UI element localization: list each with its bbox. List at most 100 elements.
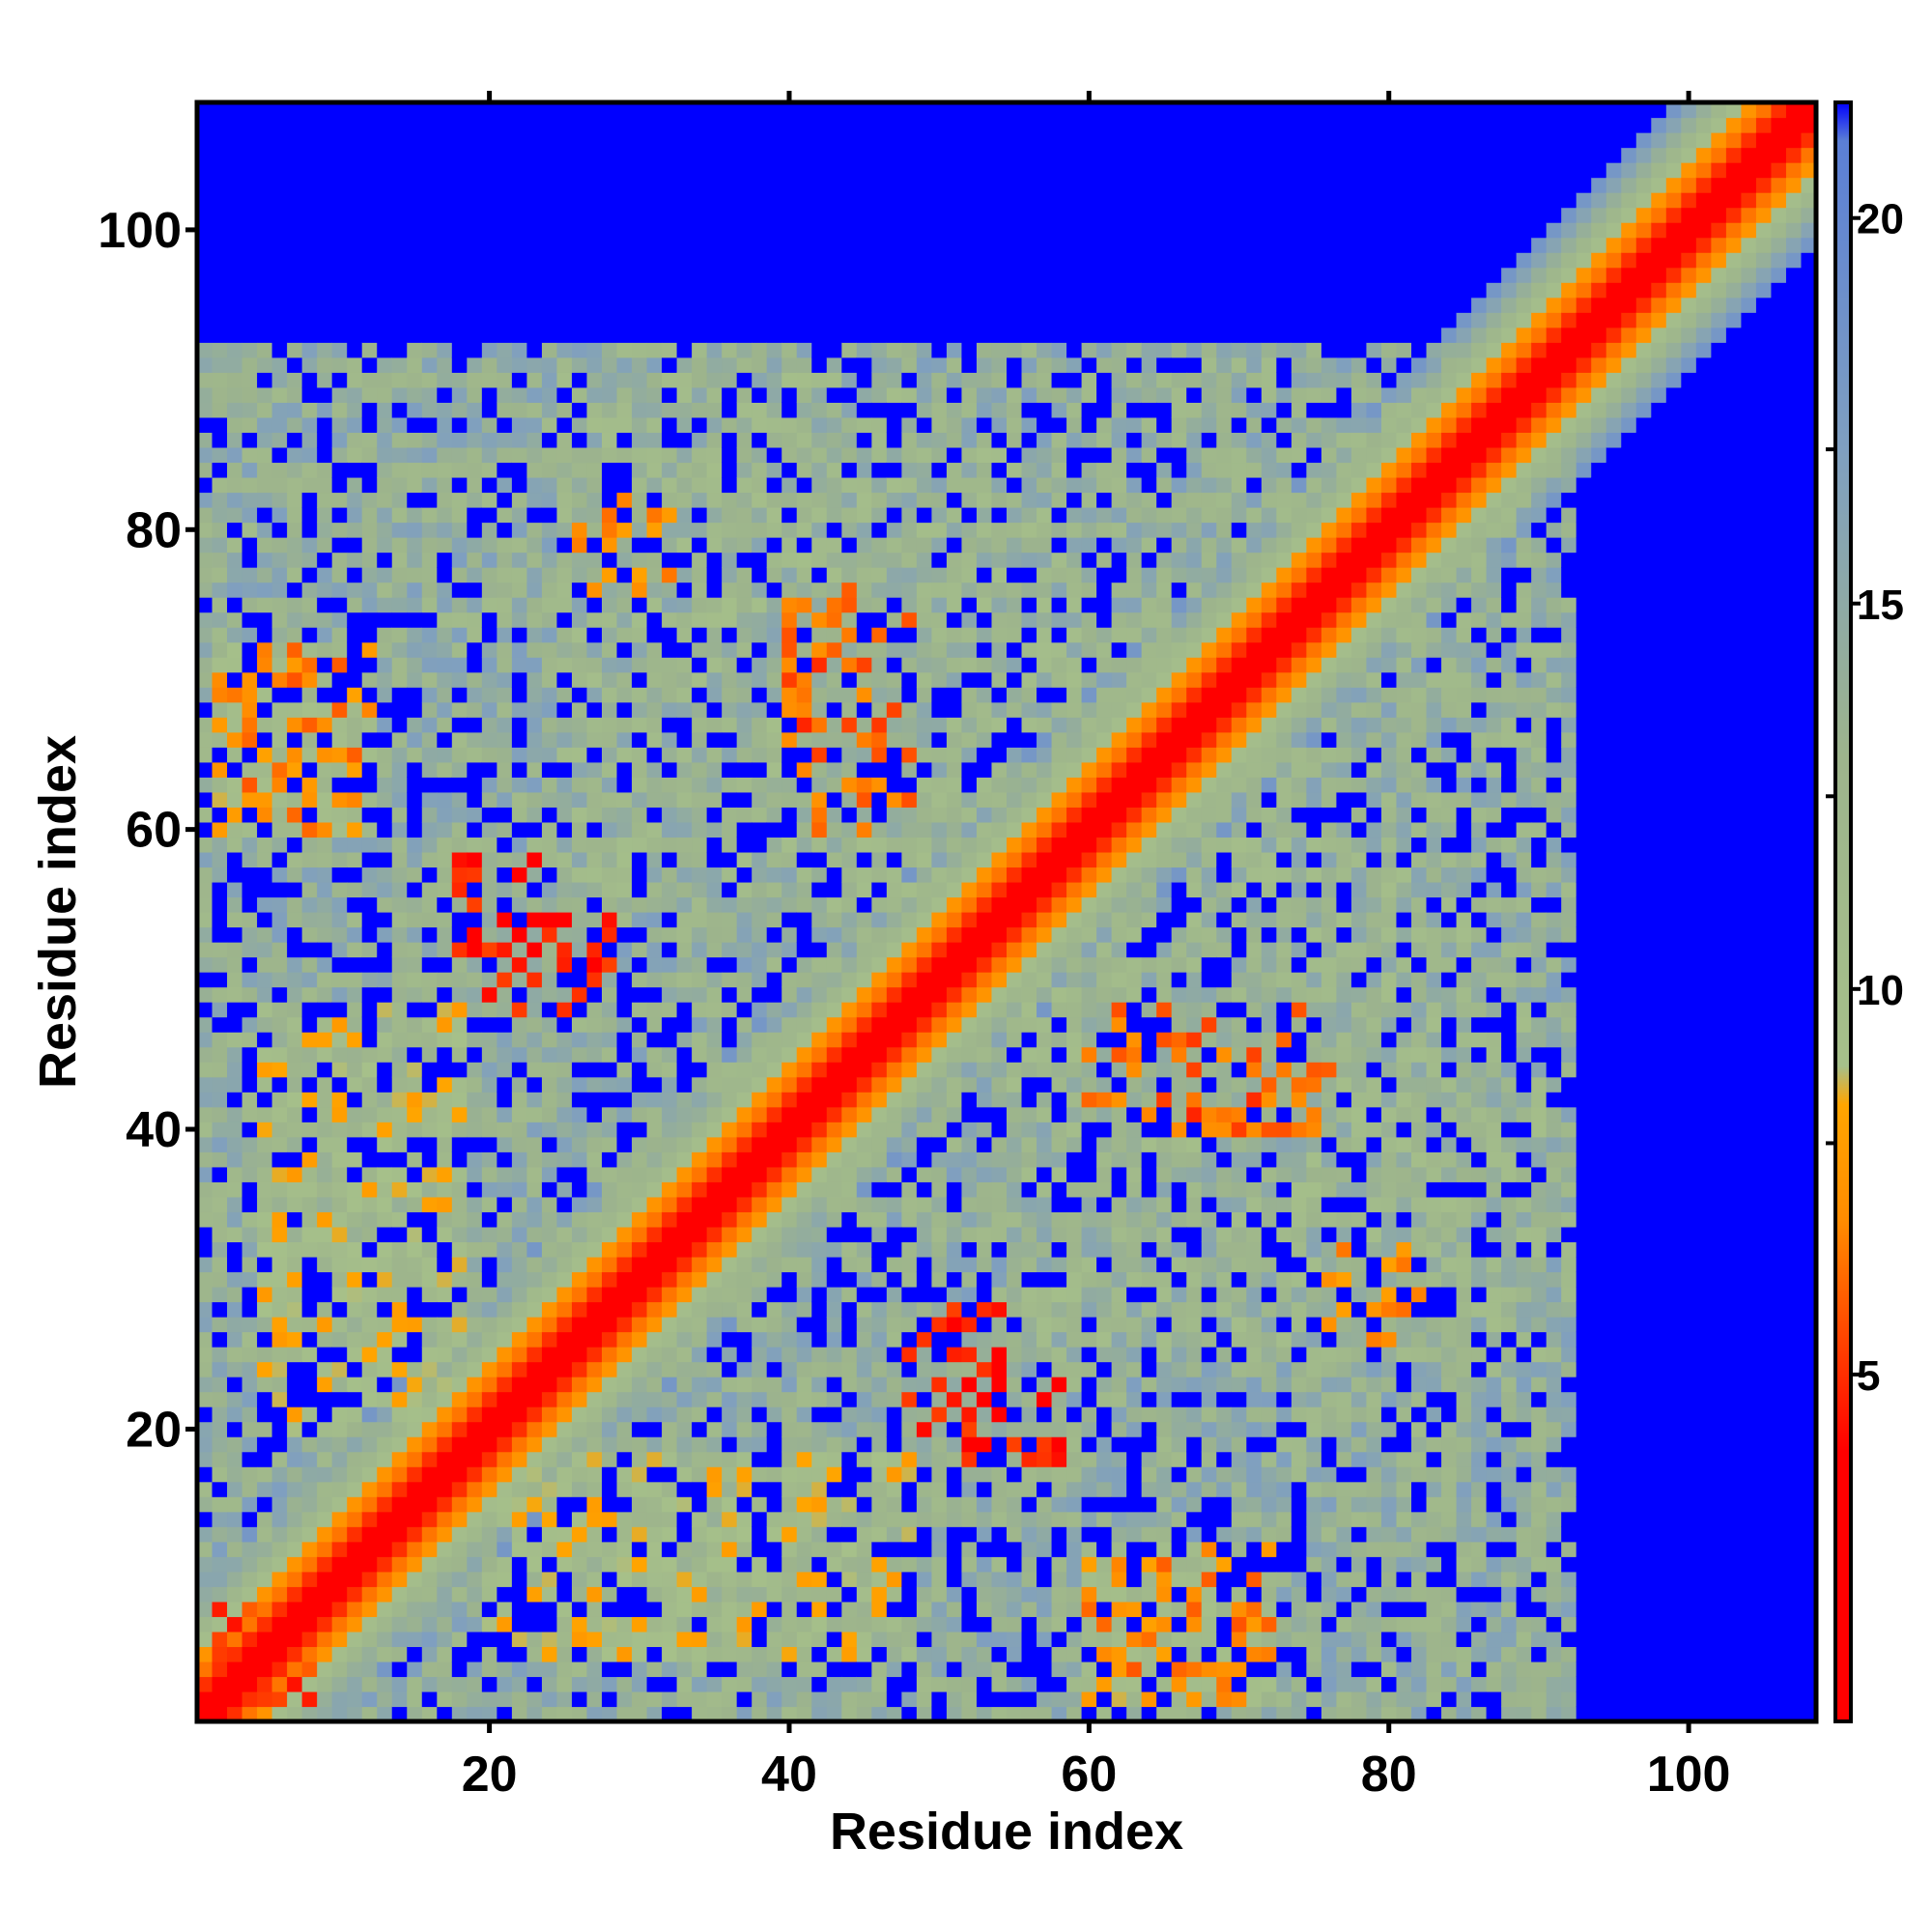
heatmap-cell xyxy=(541,1601,558,1617)
heatmap-cell xyxy=(676,851,693,868)
heatmap-cell xyxy=(361,162,378,179)
heatmap-cell xyxy=(391,237,408,253)
heatmap-cell xyxy=(511,627,528,643)
heatmap-cell xyxy=(526,687,543,703)
heatmap-cell xyxy=(541,132,558,149)
heatmap-cell xyxy=(437,1271,453,1288)
heatmap-cell xyxy=(257,761,273,778)
heatmap-cell xyxy=(407,342,423,358)
heatmap-cell xyxy=(391,1481,408,1497)
heatmap-cell xyxy=(752,1151,768,1168)
heatmap-cell xyxy=(287,402,303,418)
heatmap-cell xyxy=(646,356,663,373)
heatmap-cell xyxy=(676,162,693,179)
heatmap-cell xyxy=(692,1331,708,1348)
heatmap-cell xyxy=(736,1676,753,1692)
heatmap-cell xyxy=(331,1690,348,1708)
heatmap-cell xyxy=(541,641,558,658)
heatmap-cell xyxy=(301,416,318,434)
heatmap-cell xyxy=(541,1002,558,1018)
heatmap-cell xyxy=(676,1256,693,1273)
heatmap-cell xyxy=(796,1451,812,1467)
heatmap-cell xyxy=(407,717,423,733)
heatmap-cell xyxy=(811,1541,828,1557)
heatmap-cell xyxy=(736,1690,753,1708)
heatmap-cell xyxy=(556,537,573,554)
heatmap-cell xyxy=(526,1631,543,1648)
heatmap-cell xyxy=(616,522,633,538)
heatmap-cell xyxy=(706,821,723,838)
heatmap-cell xyxy=(886,1676,902,1692)
heatmap-cell xyxy=(197,162,213,179)
heatmap-cell xyxy=(826,492,842,508)
heatmap-cell xyxy=(571,687,588,703)
heatmap-cell xyxy=(736,552,753,568)
heatmap-cell xyxy=(722,597,738,613)
heatmap-cell xyxy=(301,297,318,313)
heatmap-cell xyxy=(227,567,243,583)
heatmap-cell xyxy=(437,1377,453,1393)
heatmap-cell xyxy=(301,582,318,598)
heatmap-cell xyxy=(811,1151,828,1168)
heatmap-cell xyxy=(407,1331,423,1348)
heatmap-cell xyxy=(511,446,528,464)
heatmap-cell xyxy=(616,552,633,568)
heatmap-cell xyxy=(556,1211,573,1228)
heatmap-cell xyxy=(377,1466,393,1483)
heatmap-cell xyxy=(752,747,768,763)
heatmap-cell xyxy=(766,1181,782,1198)
heatmap-cell xyxy=(856,627,872,643)
heatmap-cell xyxy=(437,1706,453,1722)
heatmap-cell xyxy=(331,1496,348,1513)
heatmap-cell xyxy=(586,1226,603,1243)
heatmap-cell xyxy=(377,747,393,763)
heatmap-cell xyxy=(646,582,663,598)
heatmap-cell xyxy=(407,1092,423,1108)
heatmap-cell xyxy=(616,402,633,418)
heatmap-cell xyxy=(287,1601,303,1617)
heatmap-cell xyxy=(257,237,273,253)
heatmap-cell xyxy=(662,627,678,643)
heatmap-cell xyxy=(571,507,588,524)
heatmap-cell xyxy=(722,1166,738,1182)
heatmap-cell xyxy=(271,1451,288,1467)
heatmap-cell xyxy=(736,821,753,838)
heatmap-cell xyxy=(766,1661,782,1678)
heatmap-cell xyxy=(632,1511,648,1527)
heatmap-cell xyxy=(632,1556,648,1573)
heatmap-cell xyxy=(556,567,573,583)
heatmap-cell xyxy=(752,611,768,628)
heatmap-cell xyxy=(301,492,318,508)
heatmap-cell xyxy=(706,1511,723,1527)
heatmap-cell xyxy=(571,926,588,943)
heatmap-cell xyxy=(632,611,648,628)
heatmap-cell xyxy=(662,1451,678,1467)
heatmap-cell xyxy=(841,446,858,464)
heatmap-cell xyxy=(692,567,708,583)
heatmap-cell xyxy=(437,1556,453,1573)
heatmap-cell xyxy=(317,1571,333,1587)
heatmap-cell xyxy=(736,312,753,328)
heatmap-cell xyxy=(421,372,438,388)
heatmap-cell xyxy=(257,207,273,223)
heatmap-cell xyxy=(871,267,888,283)
heatmap-cell xyxy=(407,462,423,478)
heatmap-cell xyxy=(706,1421,723,1437)
heatmap-cell xyxy=(871,986,888,1003)
heatmap-cell xyxy=(736,1211,753,1228)
heatmap-cell xyxy=(811,731,828,748)
heatmap-cell xyxy=(841,1571,858,1587)
heatmap-cell xyxy=(407,192,423,209)
heatmap-cell xyxy=(841,492,858,508)
heatmap-cell xyxy=(317,267,333,283)
heatmap-cell xyxy=(856,132,872,149)
heatmap-cell xyxy=(752,627,768,643)
heatmap-cell xyxy=(706,837,723,853)
heatmap-cell xyxy=(616,582,633,598)
heatmap-cell xyxy=(451,342,468,358)
heatmap-cell xyxy=(571,747,588,763)
heatmap-cell xyxy=(257,132,273,149)
heatmap-cell xyxy=(632,1377,648,1393)
heatmap-cell xyxy=(541,582,558,598)
heatmap-cell xyxy=(212,1391,228,1407)
